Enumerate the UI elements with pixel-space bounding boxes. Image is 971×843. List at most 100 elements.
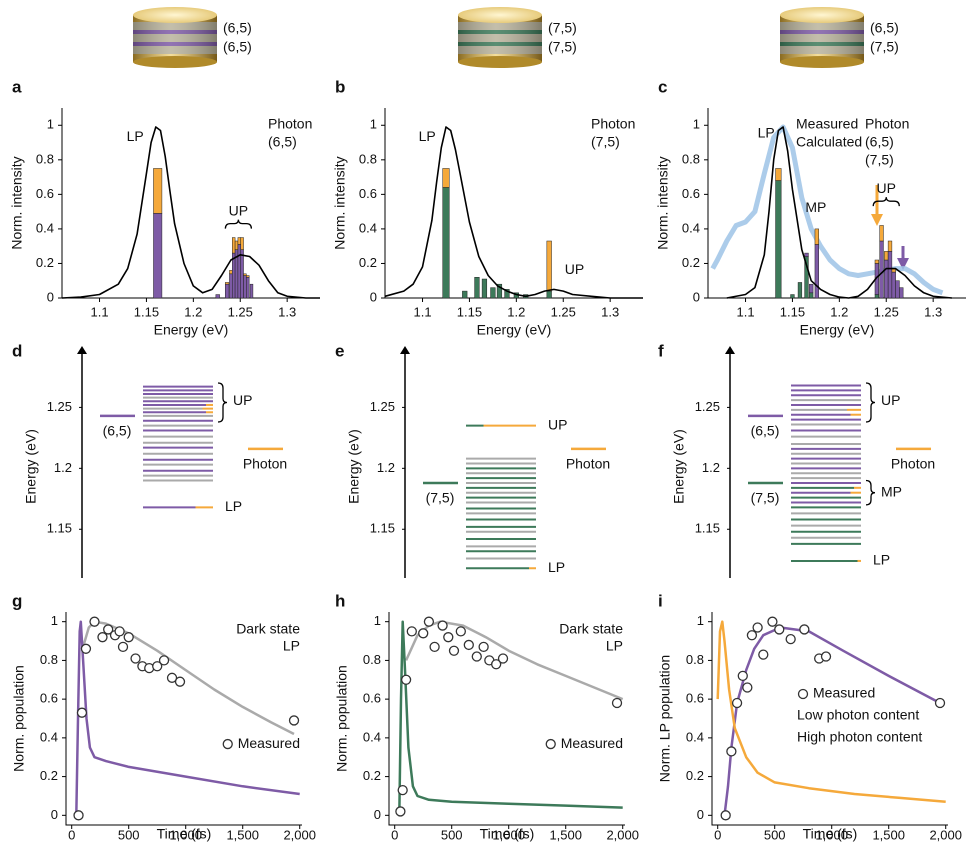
panel-label: i	[658, 591, 663, 610]
bar-segment	[546, 240, 552, 292]
legend-label: Dark state	[236, 621, 300, 637]
point	[166, 672, 178, 683]
legend-label: Measured	[238, 735, 300, 751]
bar-segment	[153, 168, 163, 214]
cavity-label: (7,5)	[548, 20, 577, 36]
y-tick-label: 0	[370, 289, 377, 304]
bar-segment	[243, 275, 247, 299]
x-axis-label: Time (fs)	[480, 826, 535, 842]
bar-segment	[229, 270, 233, 275]
bar-segment	[887, 251, 893, 299]
line	[398, 620, 623, 816]
axis-arrow	[400, 346, 410, 354]
cavity-label: (6,5)	[223, 20, 252, 36]
y-axis-label: Norm. intensity	[655, 156, 671, 249]
point	[406, 626, 417, 637]
bar-segment	[899, 287, 904, 299]
bar-segment	[249, 283, 254, 299]
y-tick-label: 1.15	[695, 521, 720, 536]
bar-segment	[884, 259, 889, 299]
y-tick-label: 1.2	[377, 460, 395, 475]
point	[448, 645, 460, 656]
panel-label: e	[335, 341, 344, 360]
point	[726, 746, 737, 757]
point	[820, 651, 832, 662]
x-tick-label: 1.1	[90, 304, 108, 319]
annotation: MP	[881, 483, 902, 499]
point	[497, 653, 509, 664]
x-tick-label: 1,000	[492, 827, 525, 842]
point	[80, 643, 92, 654]
y-axis-label: Norm. intensity	[332, 156, 348, 249]
cavity-top	[780, 7, 864, 23]
y-tick-label: 0.4	[686, 729, 704, 744]
photon-label: Photon	[891, 456, 935, 472]
x-tick-label: 1.1	[736, 304, 754, 319]
bar-segment	[814, 244, 819, 299]
y-tick-label: 1.25	[695, 399, 720, 414]
bar-segment	[790, 294, 795, 299]
y-tick-label: 1.2	[702, 460, 720, 475]
bar-segment	[232, 237, 236, 254]
point	[746, 630, 758, 641]
bar-segment	[874, 294, 879, 299]
y-tick-label: 0.6	[686, 691, 704, 706]
x-axis-label: Energy (eV)	[477, 322, 552, 338]
legend-marker	[222, 738, 233, 750]
curve	[710, 124, 944, 296]
y-tick-label: 0	[47, 289, 54, 304]
y-tick-label: 0.8	[682, 151, 700, 166]
y-tick-label: 0	[374, 807, 381, 822]
bar-segment	[240, 237, 244, 250]
panel-label: f	[658, 341, 664, 360]
annotation: UP	[881, 392, 900, 408]
line	[75, 620, 300, 816]
panel-label: b	[335, 77, 345, 96]
y-tick-label: 0.8	[36, 151, 54, 166]
bar-segment	[887, 240, 893, 252]
curve	[61, 126, 320, 299]
point	[73, 810, 84, 821]
y-tick-label: 0.2	[686, 768, 704, 783]
point	[395, 806, 406, 817]
y-tick-label: 0	[697, 807, 704, 822]
y-tick-label: 0.8	[359, 151, 377, 166]
panel-label: h	[335, 591, 345, 610]
y-tick-label: 1.15	[47, 521, 72, 536]
point	[720, 810, 731, 821]
x-axis-label: Time (fs)	[803, 826, 858, 842]
point	[463, 639, 474, 651]
axis	[388, 612, 625, 826]
curve	[726, 126, 952, 299]
point	[471, 651, 482, 662]
y-tick-label: 0.8	[363, 652, 381, 667]
bar-segment	[809, 283, 814, 294]
legend-label: Measured	[561, 735, 623, 751]
x-tick-label: 2,000	[929, 827, 962, 842]
legend-label: Calculated	[796, 134, 862, 150]
y-tick-label: 1.25	[47, 399, 72, 414]
point	[288, 715, 300, 726]
x-tick-label: 1.25	[874, 304, 899, 319]
x-tick-label: 1,000	[815, 827, 848, 842]
axis-arrow	[77, 346, 87, 354]
cavity-bottom	[133, 56, 217, 68]
x-tick-label: 2,000	[283, 827, 316, 842]
legend-label: Dark state	[559, 621, 623, 637]
point	[758, 649, 769, 660]
annotation: MP	[805, 199, 826, 215]
y-tick-label: 0.8	[686, 652, 704, 667]
y-tick-label: 0.4	[36, 220, 54, 235]
annotation: LP	[419, 128, 436, 144]
point	[742, 682, 753, 693]
bar-segment	[481, 278, 488, 299]
panel-label: c	[658, 77, 667, 96]
point	[76, 707, 88, 718]
y-tick-label: 1.2	[54, 460, 72, 475]
y-tick-label: 1.15	[370, 521, 395, 536]
y-tick-label: 0.6	[682, 186, 700, 201]
bar-segment	[215, 294, 220, 299]
panel-label: a	[12, 77, 22, 96]
y-tick-label: 0.6	[36, 186, 54, 201]
